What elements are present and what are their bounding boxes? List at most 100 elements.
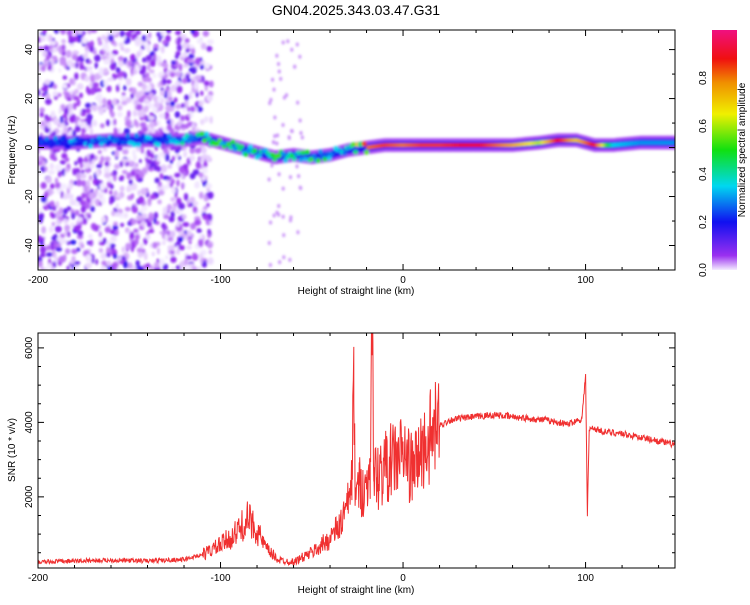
ridge-core xyxy=(256,153,262,159)
noise-blob xyxy=(200,119,205,126)
ridge-core xyxy=(193,136,199,142)
noise-blob xyxy=(102,237,107,245)
noise-blob xyxy=(175,103,181,110)
noise-blob xyxy=(277,62,281,67)
noise-blob xyxy=(289,215,293,220)
noise-blob xyxy=(92,178,98,185)
noise-blob xyxy=(165,98,170,104)
noise-blob xyxy=(38,89,41,97)
noise-blob xyxy=(135,103,143,111)
noise-blob xyxy=(94,54,101,62)
noise-blob xyxy=(143,237,148,245)
noise-blob xyxy=(103,166,110,175)
noise-blob xyxy=(61,44,66,51)
colorbar-label: Normalized spectral amplitude xyxy=(737,82,748,217)
noise-blob xyxy=(145,163,150,169)
noise-blob xyxy=(145,54,153,61)
noise-blob xyxy=(134,234,140,241)
noise-blob xyxy=(40,166,46,173)
noise-blob xyxy=(89,153,96,161)
noise-blob xyxy=(117,104,123,111)
noise-blob xyxy=(90,30,98,34)
noise-blob xyxy=(74,125,81,133)
noise-blob xyxy=(95,225,99,232)
noise-blob xyxy=(149,120,155,129)
noise-blob xyxy=(192,252,197,257)
noise-blob xyxy=(147,84,152,92)
noise-blob xyxy=(81,217,88,225)
ridge-core xyxy=(322,156,328,162)
noise-blob xyxy=(160,45,165,54)
noise-blob xyxy=(269,220,273,225)
noise-blob xyxy=(81,179,87,187)
noise-blob xyxy=(109,243,116,248)
noise-blob xyxy=(119,30,125,38)
ridge-core xyxy=(230,139,236,145)
noise-blob xyxy=(47,169,55,175)
ridge-core xyxy=(70,142,76,148)
noise-blob xyxy=(66,205,72,211)
noise-blob xyxy=(160,164,168,173)
noise-blob xyxy=(152,73,157,79)
ridge-core xyxy=(99,141,105,147)
noise-blob xyxy=(208,216,213,221)
noise-blob xyxy=(55,200,60,209)
noise-blob xyxy=(115,193,121,199)
noise-blob xyxy=(74,160,78,166)
noise-blob xyxy=(80,111,87,117)
noise-blob xyxy=(192,169,200,176)
noise-blob xyxy=(122,149,129,155)
noise-blob xyxy=(148,228,155,234)
noise-blob xyxy=(97,36,102,43)
noise-blob xyxy=(298,118,302,123)
noise-blob xyxy=(85,58,90,64)
noise-blob xyxy=(107,177,113,183)
noise-blob xyxy=(69,198,77,206)
noise-blob xyxy=(175,249,181,255)
noise-blob xyxy=(97,105,103,111)
noise-blob xyxy=(133,168,141,174)
noise-blob xyxy=(167,245,172,251)
noise-blob xyxy=(92,120,98,127)
noise-blob xyxy=(126,172,131,180)
noise-blob xyxy=(41,92,46,97)
noise-blob xyxy=(90,222,97,230)
noise-blob xyxy=(157,181,162,187)
noise-blob xyxy=(52,47,57,53)
noise-blob xyxy=(194,180,200,188)
noise-blob xyxy=(41,86,49,92)
noise-blob xyxy=(168,216,175,223)
noise-blob xyxy=(108,53,116,59)
noise-blob xyxy=(205,155,212,162)
noise-blob xyxy=(180,233,187,238)
noise-blob xyxy=(207,232,211,239)
ridge-core xyxy=(74,136,80,142)
noise-blob xyxy=(77,230,84,237)
noise-blob xyxy=(86,118,92,126)
noise-blob xyxy=(175,71,182,78)
noise-blob xyxy=(165,79,172,84)
noise-blob xyxy=(195,161,201,169)
noise-blob xyxy=(273,115,277,120)
noise-blob xyxy=(171,186,177,194)
noise-blob xyxy=(145,263,151,269)
noise-blob xyxy=(123,72,128,80)
noise-blob xyxy=(149,69,155,74)
noise-blob xyxy=(69,78,74,85)
ridge-core xyxy=(353,149,359,155)
noise-blob xyxy=(202,260,207,267)
noise-blob xyxy=(196,38,204,44)
noise-blob xyxy=(132,154,137,161)
y-tick-label: 40 xyxy=(24,44,35,56)
noise-blob xyxy=(183,151,187,158)
noise-blob xyxy=(85,179,91,188)
noise-blob xyxy=(58,68,62,73)
noise-blob xyxy=(111,30,118,36)
noise-blob xyxy=(186,265,193,270)
noise-blob xyxy=(182,107,187,113)
noise-blob xyxy=(137,109,144,118)
noise-blob xyxy=(62,51,66,56)
noise-blob xyxy=(200,90,204,96)
plot-frame xyxy=(37,332,676,569)
x-tick-label: -200 xyxy=(28,275,48,286)
